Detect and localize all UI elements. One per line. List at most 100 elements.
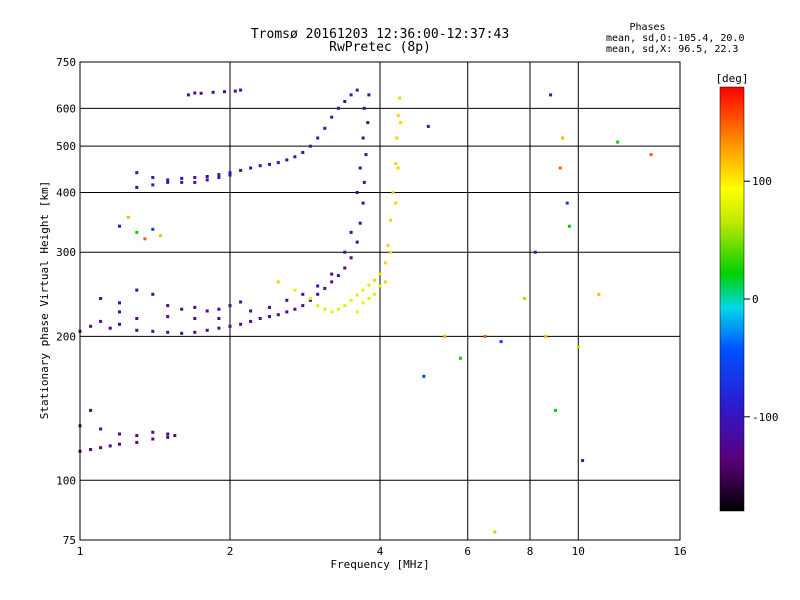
data-point [422, 374, 426, 378]
y-tick-label: 600 [56, 102, 76, 115]
y-tick-label: 75 [63, 534, 76, 547]
data-point [135, 328, 139, 332]
data-point [166, 304, 170, 308]
data-point [336, 274, 340, 278]
data-point [361, 301, 365, 305]
data-point [151, 292, 155, 296]
data-point [561, 136, 565, 140]
y-tick-label: 400 [56, 186, 76, 199]
data-point [386, 243, 390, 247]
data-point [285, 158, 289, 162]
data-point [158, 234, 162, 238]
data-point [367, 297, 371, 300]
phases-stats-o-mode: mean, sd,O:-105.4, 20.0 [606, 33, 745, 44]
data-point [355, 191, 359, 194]
data-point [355, 293, 359, 297]
x-tick-label: 1 [77, 545, 84, 558]
chart-subtitle: RwPretec (8p) [329, 40, 431, 55]
data-point [378, 272, 382, 276]
x-tick-label: 6 [464, 545, 471, 558]
data-point [217, 326, 221, 330]
colorbar-ticks: 100 0 -100 [744, 175, 779, 424]
data-point [135, 185, 139, 189]
data-point [301, 292, 305, 296]
data-point [99, 297, 103, 300]
data-point [118, 442, 121, 446]
data-point [135, 288, 139, 292]
x-tick-labels: 1 2 4 6 8 10 16 [77, 545, 687, 558]
data-point [239, 300, 243, 304]
colorbar-tick-label: -100 [752, 411, 779, 424]
data-point [367, 283, 371, 287]
data-point [349, 93, 353, 97]
data-point [135, 230, 139, 234]
data-point [193, 91, 197, 95]
data-point [293, 155, 297, 159]
data-point [349, 298, 353, 302]
data-point [99, 427, 103, 431]
x-tick-label: 16 [673, 545, 686, 558]
data-point [166, 178, 170, 182]
data-point [249, 319, 253, 323]
plot-grid [80, 62, 680, 540]
data-point [276, 280, 280, 284]
data-point [362, 106, 366, 110]
data-point [180, 331, 184, 335]
data-point [217, 307, 221, 311]
data-point [336, 307, 340, 311]
data-point [301, 151, 305, 154]
data-point [343, 250, 347, 254]
data-point [211, 90, 215, 94]
data-point [301, 304, 305, 308]
data-point [193, 305, 197, 309]
data-point [649, 153, 653, 157]
data-point [396, 166, 400, 170]
data-point [316, 284, 320, 288]
data-point [135, 434, 139, 438]
data-point [135, 171, 139, 175]
data-point [396, 113, 400, 117]
data-point [193, 180, 197, 184]
data-point [549, 93, 553, 97]
y-tick-labels: 75 100 200 300 400 500 600 750 [56, 56, 76, 547]
y-tick-label: 200 [56, 330, 76, 343]
data-point [143, 237, 147, 241]
data-point [151, 329, 155, 333]
y-tick-label: 500 [56, 140, 76, 153]
data-point [323, 307, 327, 311]
data-point [558, 166, 562, 170]
data-point [99, 319, 103, 323]
data-point [394, 162, 398, 165]
data-point [366, 121, 370, 125]
data-point [581, 459, 585, 462]
data-point [99, 446, 103, 450]
data-point [193, 330, 197, 334]
data-point [364, 153, 368, 157]
data-point [373, 292, 376, 296]
data-point [355, 310, 359, 314]
data-point [533, 250, 537, 254]
data-point [193, 317, 197, 320]
data-point [330, 272, 334, 276]
data-point [330, 280, 334, 284]
data-point [336, 106, 340, 110]
data-point [180, 180, 184, 184]
data-point [355, 240, 359, 244]
data-point [285, 310, 289, 314]
data-point [568, 224, 571, 228]
data-point [268, 305, 271, 309]
data-point [166, 330, 170, 334]
colorbar [719, 86, 745, 512]
plot-frame [79, 61, 681, 541]
colorbar-label: [deg] [715, 72, 748, 85]
data-point [118, 224, 121, 228]
data-point [383, 261, 387, 265]
data-point [239, 168, 243, 172]
data-point [285, 298, 289, 302]
data-point [343, 100, 347, 103]
data-point [228, 304, 232, 308]
data-point [373, 278, 376, 282]
data-point [228, 171, 232, 175]
x-tick-label: 4 [377, 545, 384, 558]
y-tick-label: 300 [56, 246, 76, 259]
